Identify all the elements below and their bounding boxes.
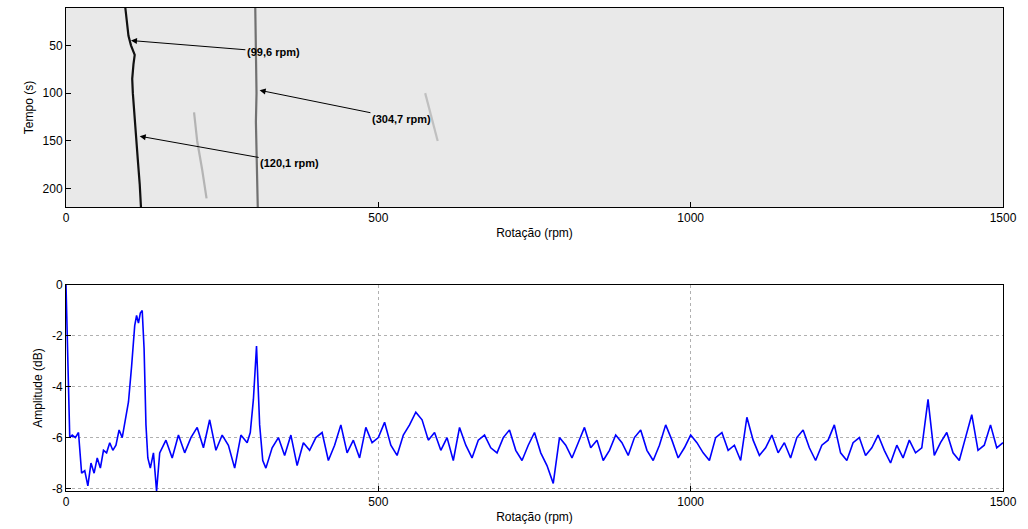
- svg-text:0: 0: [56, 278, 63, 292]
- svg-text:50: 50: [49, 39, 63, 53]
- svg-text:-4: -4: [52, 380, 63, 394]
- svg-text:Rotação (rpm): Rotação (rpm): [496, 226, 573, 240]
- svg-text:0: 0: [63, 495, 70, 509]
- svg-text:Rotação (rpm): Rotação (rpm): [496, 510, 573, 524]
- svg-text:(304,7 rpm): (304,7 rpm): [372, 113, 431, 125]
- svg-text:500: 500: [368, 211, 388, 225]
- svg-text:100: 100: [43, 86, 63, 100]
- svg-text:0: 0: [63, 211, 70, 225]
- svg-text:200: 200: [43, 182, 63, 196]
- svg-text:1500: 1500: [990, 495, 1017, 509]
- svg-text:Amplitude (dB): Amplitude (dB): [31, 348, 45, 427]
- svg-text:1500: 1500: [990, 211, 1017, 225]
- svg-text:(99,6 rpm): (99,6 rpm): [247, 46, 300, 58]
- svg-text:500: 500: [368, 495, 388, 509]
- svg-text:Tempo (s): Tempo (s): [22, 81, 36, 134]
- svg-text:150: 150: [43, 134, 63, 148]
- svg-text:1000: 1000: [677, 495, 704, 509]
- svg-text:1000: 1000: [677, 211, 704, 225]
- svg-text:(120,1 rpm): (120,1 rpm): [260, 157, 319, 169]
- svg-text:-6: -6: [52, 431, 63, 445]
- svg-text:-8: -8: [52, 482, 63, 496]
- svg-text:-2: -2: [52, 329, 63, 343]
